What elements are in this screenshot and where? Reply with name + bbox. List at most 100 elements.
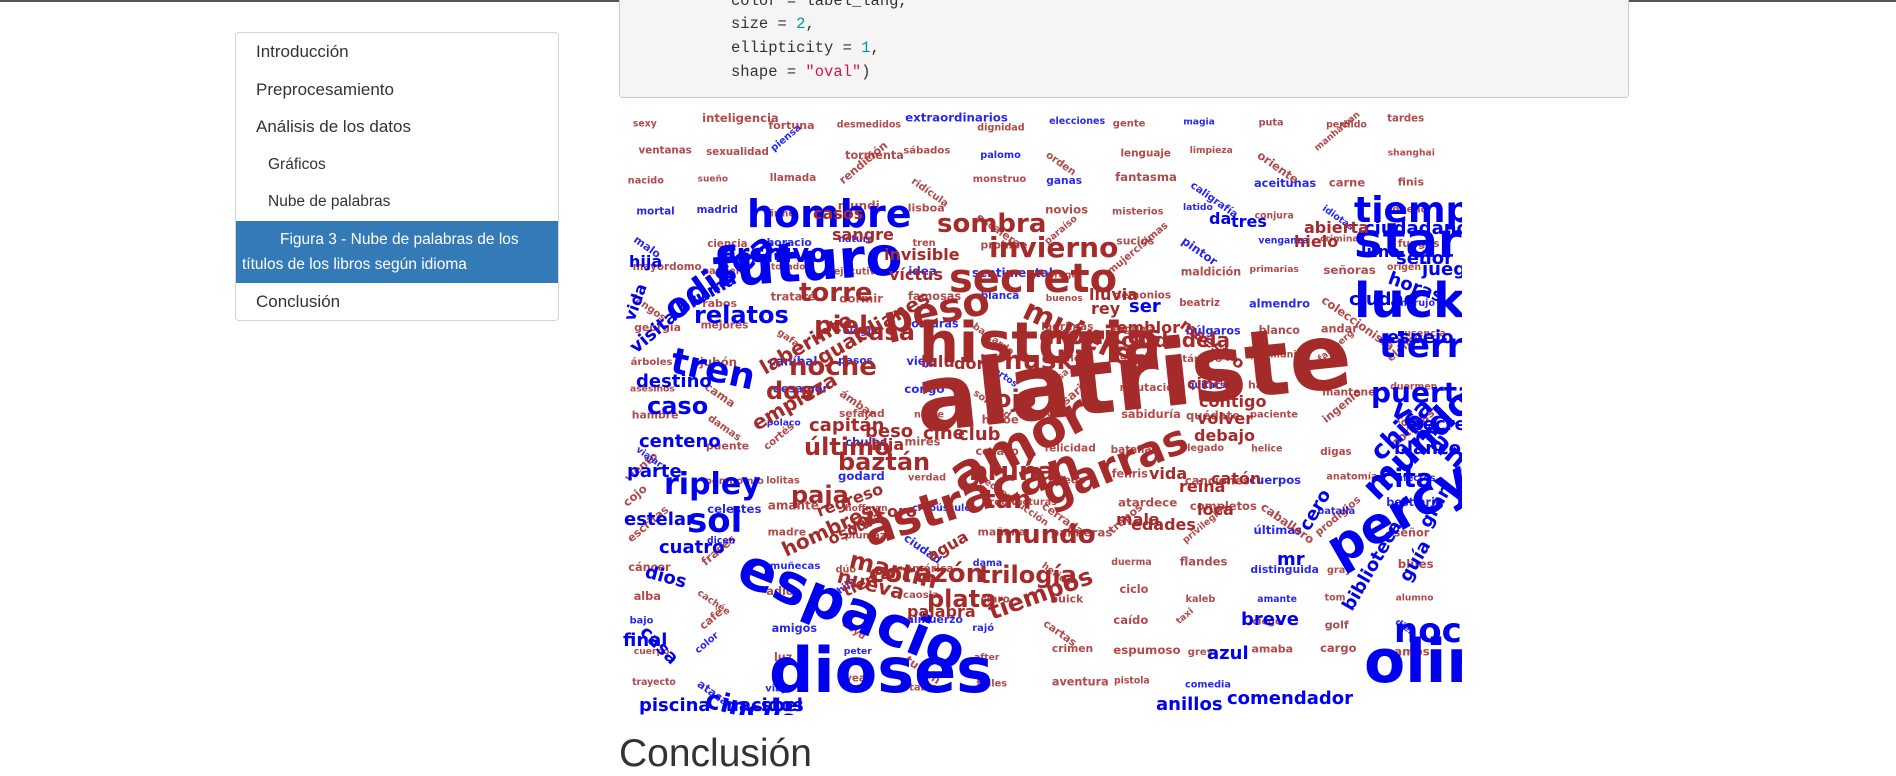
cloud-word-small: embrujo (1391, 298, 1436, 309)
cloud-word-small: cáncer (628, 561, 671, 574)
cloud-word-small: señor (1394, 526, 1430, 539)
cloud-word-small: madrid (697, 204, 738, 216)
cloud-word: dios (643, 562, 689, 593)
cloud-word: tierra (1379, 326, 1462, 366)
cloud-word-small: praga (1048, 271, 1078, 281)
code-operator: = (777, 0, 806, 10)
cloud-word-small: perdido (1326, 120, 1367, 131)
code-line: ellipticity = 1, (731, 39, 880, 57)
cloud-word-small: elogio (843, 326, 878, 337)
cloud-word-small: huesos (1113, 351, 1151, 362)
cloud-word-small: buenos (1046, 294, 1083, 304)
cloud-word-small: duermen (1390, 381, 1437, 392)
cloud-word-small: madre (768, 526, 807, 539)
cloud-word-small: firme (767, 208, 795, 219)
cloud-word: centeno (639, 431, 721, 452)
cloud-word-small: rajó (972, 622, 994, 634)
cloud-word-small: fantasma (1115, 170, 1177, 184)
cloud-word-small: tártaro (1182, 353, 1222, 365)
cloud-word-small: pasos (838, 354, 873, 367)
cloud-word: ser (1129, 296, 1161, 317)
cloud-word-small: digas (1320, 446, 1351, 458)
cloud-word-small: luz (774, 651, 792, 664)
cloud-word-small: extraordinarios (905, 111, 1008, 125)
cloud-word-small: amante (1257, 594, 1297, 605)
cloud-word-small: quitarse (1188, 380, 1232, 391)
cloud-word-small: sueño (698, 175, 728, 185)
cloud-word-small: helice (1251, 444, 1282, 455)
cloud-word-small: cosaco (976, 445, 1020, 458)
cloud-word: don (954, 354, 988, 373)
cloud-word-small: crimen (1052, 642, 1093, 655)
section-heading-conclusion: Conclusión (619, 732, 812, 775)
cloud-word: corazón (869, 559, 984, 589)
cloud-word-small: idea (908, 264, 937, 278)
cloud-word: catón (1211, 469, 1261, 488)
toc-item-introduccion[interactable]: Introducción (256, 42, 349, 61)
cloud-word-small: rabos (702, 297, 737, 310)
cloud-word-small: tocador (771, 262, 811, 272)
cloud-word-small: gente (1113, 119, 1146, 130)
cloud-word-small: ciclo (1120, 583, 1149, 596)
cloud-word: último (804, 433, 891, 461)
cloud-word: olimpo (1364, 627, 1462, 697)
cloud-word-small: fungus (1398, 237, 1440, 250)
cloud-word: hija (629, 252, 662, 271)
cloud-word: estelar (624, 509, 695, 530)
cloud-word-small: plumazo (845, 531, 893, 542)
cloud-word: azul (1207, 643, 1249, 664)
toc-item-analisis[interactable]: Análisis de los datos (256, 117, 411, 136)
cloud-word-small: andar (1321, 323, 1358, 336)
cloud-word: tres (1231, 212, 1267, 231)
cloud-word-small: afectos (1397, 473, 1436, 484)
cloud-word: ripley (664, 467, 761, 502)
cloud-word: invierno (989, 231, 1118, 264)
code-arg-value: label_lang, (805, 0, 908, 10)
toc-item-preprocesamiento[interactable]: Preprocesamiento (256, 79, 394, 99)
cloud-word: vida (1149, 464, 1187, 483)
cloud-word-small: mundi (838, 199, 880, 213)
cloud-word-small: criminal (1320, 233, 1362, 244)
cloud-word: ojo (995, 385, 1036, 413)
cloud-word-small: mortal (636, 206, 674, 218)
cloud-word-small: sefarad (839, 407, 885, 420)
cloud-word: ciudadela (1121, 328, 1230, 352)
cloud-word-small: magia (1183, 117, 1215, 128)
cloud-word-small: llamada (770, 172, 816, 184)
toc-item-graficos[interactable]: Gráficos (268, 155, 326, 173)
cloud-word: lulú (921, 352, 955, 371)
toc-item-conclusion[interactable]: Conclusión (256, 291, 341, 311)
word-cloud-canvas: comedia pistola aventura tolles tabla veas via… (620, 110, 1462, 715)
cloud-word-small: viaje (765, 683, 792, 694)
cloud-word-small: primarias (1250, 264, 1300, 275)
toc-item-nube-de-palabras[interactable]: Nube de palabras (268, 193, 391, 210)
toc-item-figura-3-active[interactable]: Figura 3 - Nube de palabras de los títul… (236, 220, 558, 283)
cloud-word-small: últimas (1254, 523, 1303, 537)
cloud-word-small: almendro (1249, 297, 1310, 311)
cloud-word-small: lolitas (766, 476, 800, 487)
code-operator: = (768, 15, 797, 33)
cloud-word-small: dama (973, 558, 1003, 569)
cloud-word-small: kaleb (1186, 594, 1216, 605)
cloud-word: capitán (809, 415, 884, 436)
cloud-word-small: comedia (1185, 680, 1231, 691)
cloud-word-small: georgia (634, 321, 681, 334)
cloud-word-small: godard (838, 469, 885, 483)
cloud-word: sangre (832, 225, 894, 244)
cloud-word-small: palomo (980, 150, 1021, 161)
cloud-word: luna (1361, 242, 1400, 261)
cloud-word-small: origen (1387, 262, 1421, 273)
cloud-word-small: árboles (631, 356, 673, 368)
cloud-word-small: taxi (1175, 607, 1196, 627)
cloud-word-small: ciencia (707, 239, 747, 250)
cloud-word: palabra (907, 602, 976, 621)
cloud-word-small: plenilunio (1250, 350, 1304, 361)
cloud-word-small: mantener (1322, 386, 1381, 399)
cloud-word-small: buick (1050, 593, 1084, 606)
cloud-word-small: manhattan (1313, 110, 1362, 154)
cloud-word: parte (627, 461, 682, 482)
code-operator: = (833, 39, 862, 57)
code-string-literal: "oval" (805, 63, 862, 81)
cloud-word-small: desmedidos (837, 120, 902, 131)
cloud-word: invisible (884, 245, 960, 264)
